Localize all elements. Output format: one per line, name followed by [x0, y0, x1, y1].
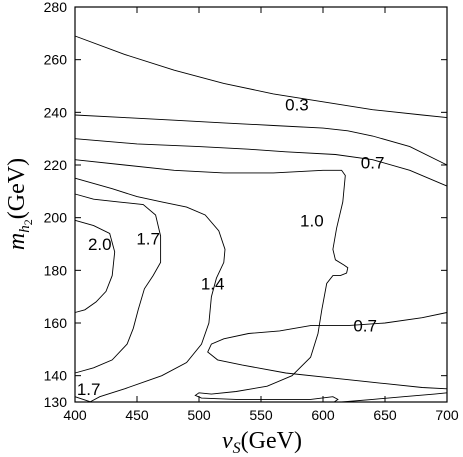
x-tick-label: 700: [435, 407, 459, 423]
contour-label: 1.7: [136, 230, 160, 249]
contour-line-3: [74, 138, 448, 187]
contour-label: 1.7: [77, 380, 101, 399]
x-tick-label: 650: [373, 407, 397, 423]
contour-label: 0.3: [285, 95, 309, 114]
axis-ticks: [74, 6, 448, 403]
contour-line-7: [74, 219, 116, 313]
contour-label: 0.7: [361, 153, 385, 172]
y-tick-label: 280: [44, 0, 68, 15]
contour-label: 0.7: [353, 317, 377, 336]
x-tick-label: 500: [187, 407, 211, 423]
contour-line-1: [74, 35, 448, 119]
y-tick-label: 260: [44, 52, 68, 68]
y-tick-label: 240: [44, 104, 68, 120]
y-tick-label: 180: [44, 262, 68, 278]
y-tick-label: 130: [44, 394, 68, 410]
plot-frame: [74, 6, 448, 403]
contour-lines: [74, 35, 448, 403]
x-tick-label: 600: [311, 407, 335, 423]
y-tick-label: 200: [44, 210, 68, 226]
y-tick-label: 220: [44, 157, 68, 173]
contour-line-9: [207, 312, 448, 390]
x-tick-labels: 400 450 500 550 600 650 700: [63, 407, 459, 423]
contour-line-5: [74, 177, 226, 403]
y-tick-label: 160: [44, 315, 68, 331]
y-tick-labels: 130 140 160 180 200 220 240 260 280: [44, 0, 68, 410]
y-axis-title: mh2(GeV): [4, 158, 35, 250]
contour-line-2: [74, 114, 448, 166]
x-axis-title: vS(GeV): [222, 428, 302, 457]
contour-line-4: [74, 159, 349, 403]
contour-label: 1.4: [201, 275, 225, 294]
contour-label: 1.0: [300, 211, 324, 230]
x-tick-label: 400: [63, 407, 87, 423]
y-tick-label: 140: [44, 368, 68, 384]
contour-line-6: [74, 193, 162, 374]
x-tick-label: 450: [125, 407, 149, 423]
contour-line-10: [341, 392, 448, 403]
contour-labels: 0.3 0.7 1.0 2.0 1.7 1.4 0.7 1.7: [77, 95, 385, 398]
contour-label: 2.0: [88, 235, 112, 254]
x-tick-label: 550: [249, 407, 273, 423]
